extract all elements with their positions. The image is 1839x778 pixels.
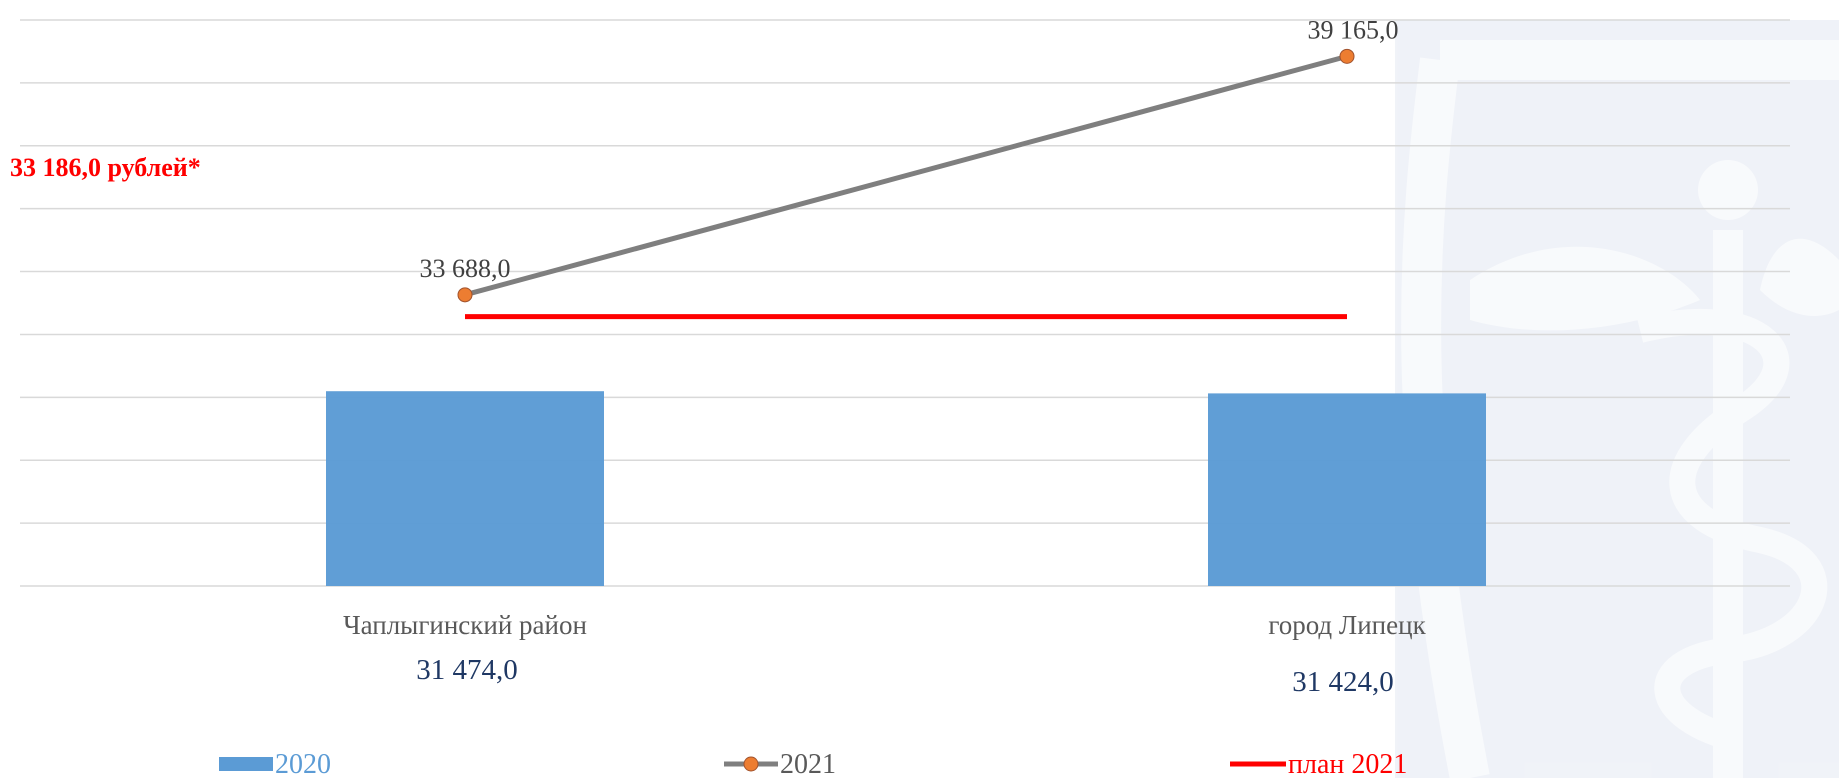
data-labels: 33 688,0 39 165,0 (420, 15, 1399, 282)
bar-2020-1 (1208, 393, 1486, 586)
category-label-lipetsk: город Липецк (1268, 610, 1426, 640)
bar-2020-0 (326, 391, 604, 586)
point-2021-1 (1339, 48, 1355, 64)
point-2021-0 (457, 287, 473, 303)
legend-swatch-2021-marker (743, 756, 759, 772)
category-label-chaplygin: Чаплыгинский район (343, 610, 587, 640)
series-2021-line (457, 48, 1355, 303)
bar-value-chaplygin: 31 474,0 (416, 654, 518, 686)
bar-value-lipetsk: 31 424,0 (1292, 666, 1394, 698)
gridlines (20, 19, 1790, 587)
legend-label-2020: 2020 (275, 749, 331, 778)
plan-value-label: 33 186,0 рублей* (10, 153, 201, 182)
legend-swatch-2020 (219, 757, 273, 771)
bars-2020 (326, 391, 1486, 586)
legend: 2020 2021 план 2021 (219, 749, 1407, 778)
point-label-2021-0: 33 688,0 (420, 254, 511, 283)
legend-label-2021: 2021 (780, 749, 836, 778)
legend-label-plan-2021: план 2021 (1288, 749, 1407, 778)
series-2021-segment (464, 53, 1348, 298)
point-label-2021-1: 39 165,0 (1308, 15, 1399, 44)
